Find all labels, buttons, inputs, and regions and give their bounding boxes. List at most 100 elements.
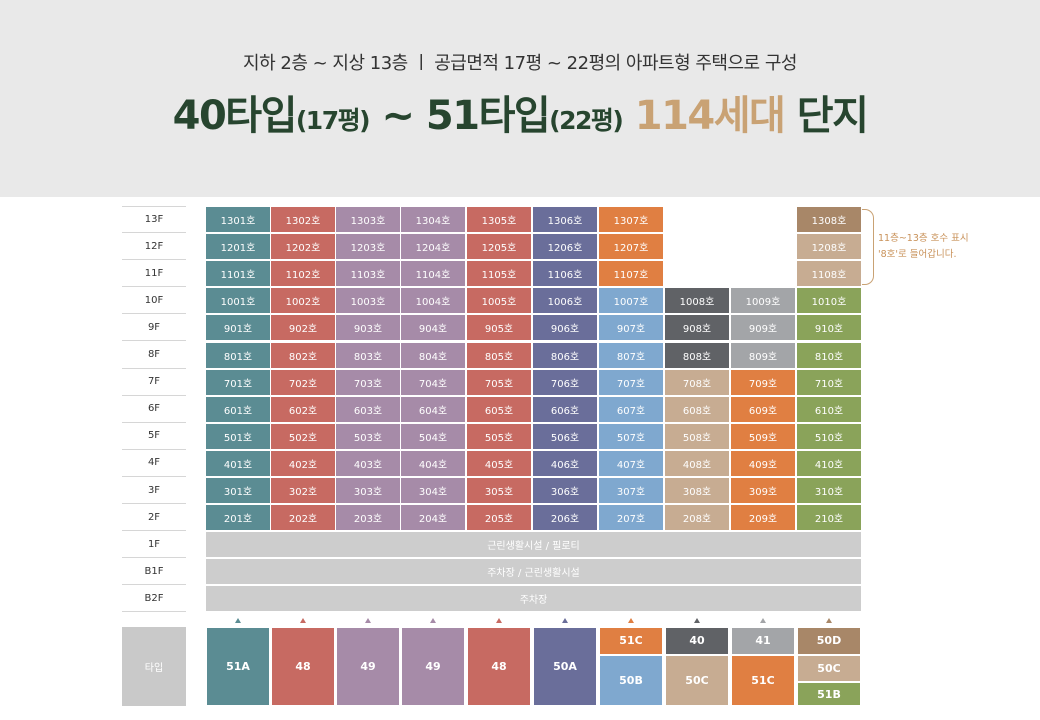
unit-cell: 907호 xyxy=(599,315,663,341)
marker-icon xyxy=(300,618,306,623)
unit-cell: 501호 xyxy=(206,423,270,449)
unit-cell: 705호 xyxy=(467,369,531,395)
unit-cell: 805호 xyxy=(467,342,531,368)
unit-cell: 1003호 xyxy=(336,288,400,314)
headline-part: (22평) xyxy=(549,106,624,135)
lower-floor-bar: 근린생활시설 / 필로티 xyxy=(206,532,861,558)
unit-cell: 1202호 xyxy=(271,234,335,260)
lower-floor-bar: 주차장 xyxy=(206,586,861,612)
type-cell: 51A xyxy=(206,627,270,706)
subtitle: 지하 2층 ~ 지상 13층 ㅣ 공급면적 17평 ~ 22평의 아파트형 주택… xyxy=(243,53,797,74)
unit-cell: 1108호 xyxy=(797,261,861,287)
unit-cell: 906호 xyxy=(533,315,597,341)
unit-cell: 605호 xyxy=(467,396,531,422)
unit-cell: 406호 xyxy=(533,450,597,476)
unit-cell: 602호 xyxy=(271,396,335,422)
unit-cell: 301호 xyxy=(206,478,270,504)
unit-cell: 210호 xyxy=(797,505,861,531)
note-line-2: '8호'로 들어갑니다. xyxy=(878,249,957,260)
unit-cell: 707호 xyxy=(599,369,663,395)
unit-cell: 403호 xyxy=(336,450,400,476)
unit-cell: 305호 xyxy=(467,478,531,504)
unit-cell: 201호 xyxy=(206,505,270,531)
type-cell: 50C xyxy=(665,654,729,706)
unit-cell: 1208호 xyxy=(797,234,861,260)
unit-cell: 1307호 xyxy=(599,207,663,233)
unit-cell: 1303호 xyxy=(336,207,400,233)
unit-cell: 810호 xyxy=(797,342,861,368)
marker-icon xyxy=(760,618,766,623)
unit-cell: 601호 xyxy=(206,396,270,422)
unit-cell: 1306호 xyxy=(533,207,597,233)
unit-cell: 903호 xyxy=(336,315,400,341)
floor-label: 12F xyxy=(122,233,186,261)
unit-cell: 405호 xyxy=(467,450,531,476)
floor-label: 10F xyxy=(122,287,186,315)
floor-label: 9F xyxy=(122,314,186,342)
floor-label: 11F xyxy=(122,260,186,288)
floor-label: 1F xyxy=(122,531,186,559)
headline: 40타입(17평) ~ 51타입(22평) 114세대 단지 xyxy=(0,86,1040,154)
unit-cell: 310호 xyxy=(797,478,861,504)
floor-label: 6F xyxy=(122,395,186,423)
type-cell: 41 xyxy=(731,627,795,655)
unit-cell: 208호 xyxy=(665,505,729,531)
unit-cell: 801호 xyxy=(206,342,270,368)
headline-part: 114세대 xyxy=(622,93,786,139)
unit-cell: 203호 xyxy=(336,505,400,531)
unit-cell: 1207호 xyxy=(599,234,663,260)
marker-icon xyxy=(562,618,568,623)
unit-cell: 709호 xyxy=(731,369,795,395)
unit-cell: 603호 xyxy=(336,396,400,422)
unit-cell: 1103호 xyxy=(336,261,400,287)
unit-cell: 1008호 xyxy=(665,288,729,314)
unit-cell: 703호 xyxy=(336,369,400,395)
header-banner: 지하 2층 ~ 지상 13층 ㅣ 공급면적 17평 ~ 22평의 아파트형 주택… xyxy=(0,0,1040,197)
headline-part: (17평) xyxy=(295,106,371,135)
unit-cell: 807호 xyxy=(599,342,663,368)
unit-cell: 307호 xyxy=(599,478,663,504)
unit-cell: 306호 xyxy=(533,478,597,504)
bracket-icon xyxy=(862,209,874,285)
unit-cell: 701호 xyxy=(206,369,270,395)
unit-cell: 609호 xyxy=(731,396,795,422)
unit-cell: 510호 xyxy=(797,423,861,449)
unit-cell: 207호 xyxy=(599,505,663,531)
unit-cell: 607호 xyxy=(599,396,663,422)
note-line-1: 11층~13층 호수 표시 xyxy=(878,233,969,244)
unit-cell: 1104호 xyxy=(401,261,465,287)
unit-cell: 302호 xyxy=(271,478,335,504)
headline-part: ~ 51타입 xyxy=(369,93,550,139)
floor-label: 3F xyxy=(122,477,186,504)
type-cell: 48 xyxy=(467,627,531,706)
unit-cell: 1004호 xyxy=(401,288,465,314)
unit-cell: 808호 xyxy=(665,342,729,368)
floor-label: 5F xyxy=(122,422,186,450)
type-cell: 50B xyxy=(599,654,663,706)
unit-cell: 606호 xyxy=(533,396,597,422)
type-cell: 49 xyxy=(401,627,465,706)
unit-cell: 502호 xyxy=(271,423,335,449)
marker-icon xyxy=(365,618,371,623)
unit-cell: 902호 xyxy=(271,315,335,341)
unit-cell: 202호 xyxy=(271,505,335,531)
unit-cell: 604호 xyxy=(401,396,465,422)
type-cell: 51C xyxy=(731,654,795,706)
unit-cell: 809호 xyxy=(731,342,795,368)
marker-icon xyxy=(826,618,832,623)
type-cell: 51B xyxy=(797,682,861,706)
unit-cell: 1101호 xyxy=(206,261,270,287)
floor-label: B2F xyxy=(122,585,186,613)
unit-cell: 402호 xyxy=(271,450,335,476)
unit-cell: 1204호 xyxy=(401,234,465,260)
type-cell: 40 xyxy=(665,627,729,655)
lower-floor-bar: 주차장 / 근린생활시설 xyxy=(206,559,861,585)
unit-cell: 404호 xyxy=(401,450,465,476)
type-cell: 49 xyxy=(336,627,400,706)
unit-cell: 1206호 xyxy=(533,234,597,260)
unit-cell: 706호 xyxy=(533,369,597,395)
unit-cell: 608호 xyxy=(665,396,729,422)
unit-cell: 1304호 xyxy=(401,207,465,233)
marker-icon xyxy=(628,618,634,623)
unit-cell: 409호 xyxy=(731,450,795,476)
